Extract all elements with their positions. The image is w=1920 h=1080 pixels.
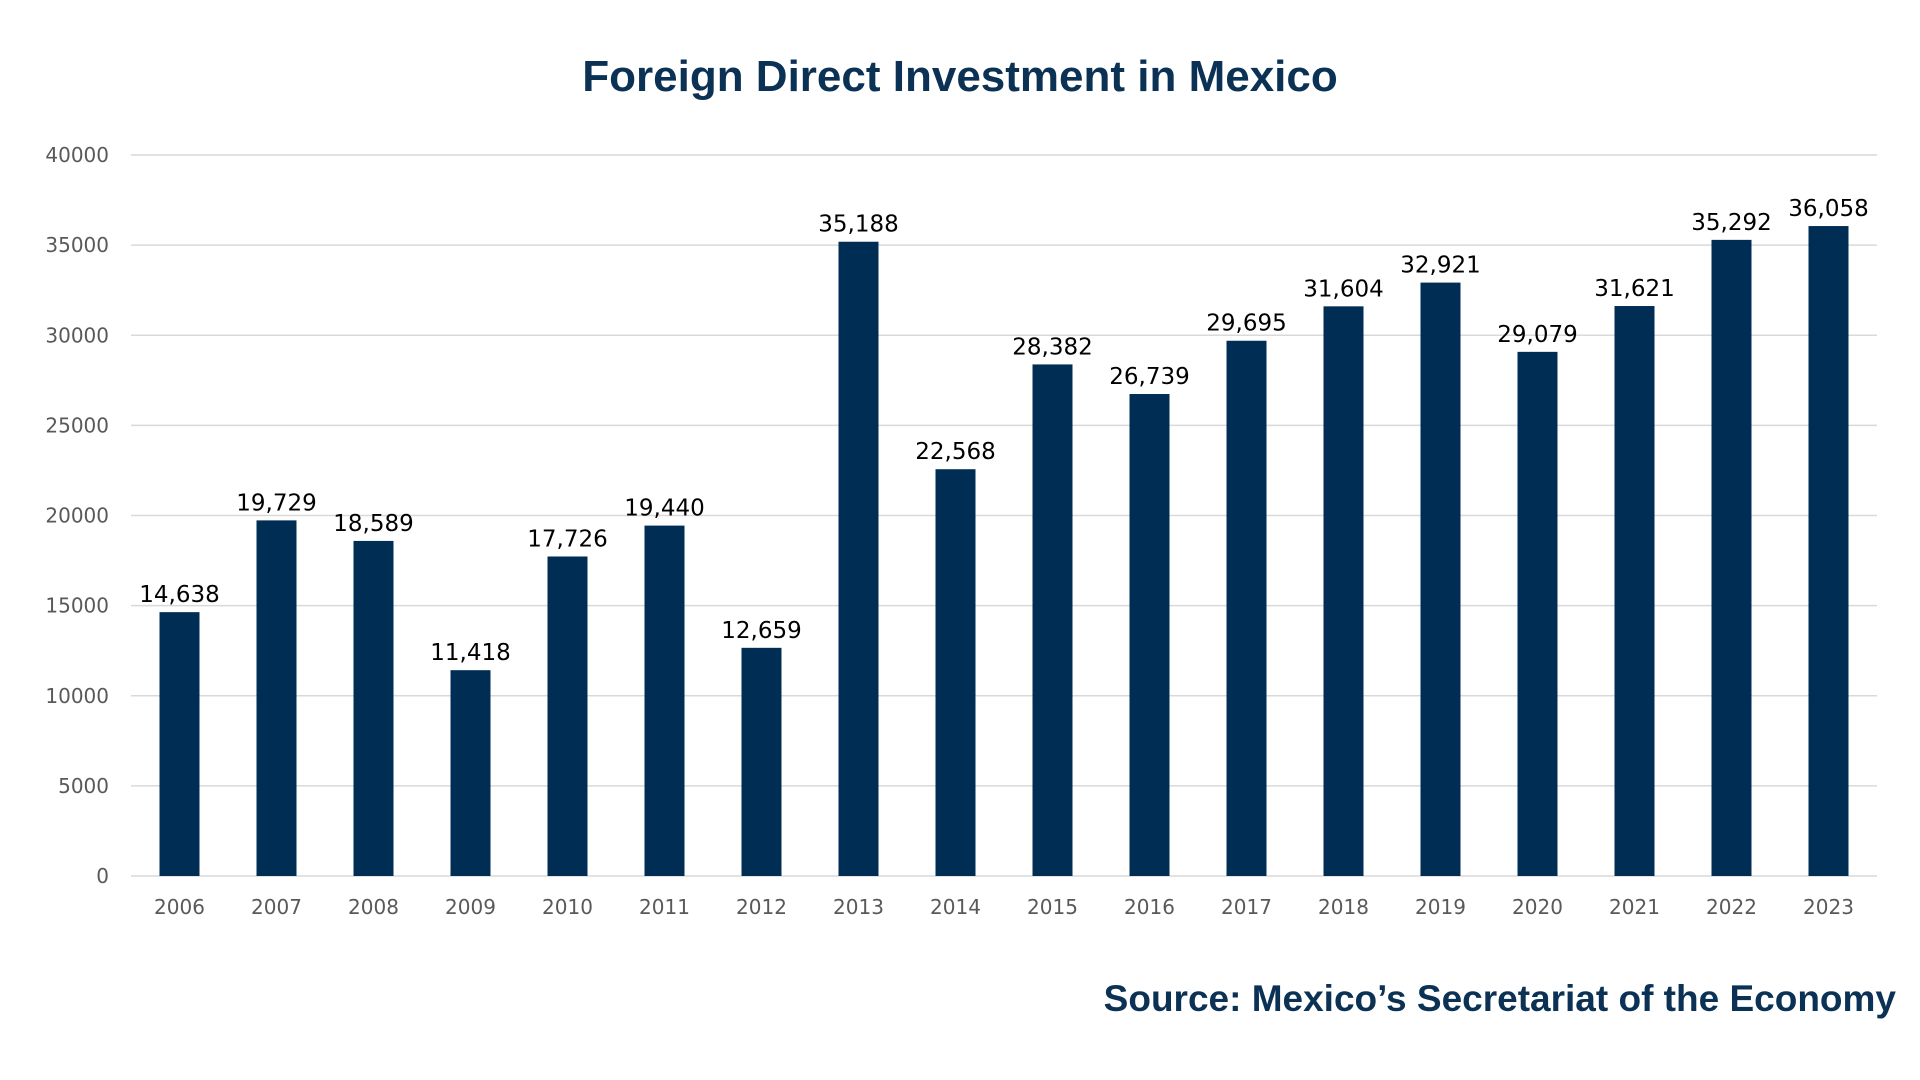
data-label-2009: 11,418 <box>430 640 510 666</box>
x-tick-label-2019: 2019 <box>1415 895 1466 919</box>
x-tick-label-2008: 2008 <box>348 895 399 919</box>
x-tick-label-2010: 2010 <box>542 895 593 919</box>
bar-2009 <box>450 670 491 876</box>
x-tick-label-2020: 2020 <box>1512 895 1563 919</box>
data-label-2007: 19,729 <box>236 490 316 516</box>
y-tick-label: 25000 <box>45 413 109 437</box>
data-label-2016: 26,739 <box>1109 364 1189 390</box>
data-label-2023: 36,058 <box>1788 196 1868 222</box>
bar-2008 <box>353 540 394 876</box>
x-tick-label-2012: 2012 <box>736 895 787 919</box>
data-label-2015: 28,382 <box>1012 334 1092 360</box>
bar-2013 <box>838 241 879 876</box>
data-label-2012: 12,659 <box>721 618 801 644</box>
bar-2015 <box>1032 364 1073 876</box>
x-tick-label-2021: 2021 <box>1609 895 1660 919</box>
y-tick-label: 20000 <box>45 504 109 528</box>
y-tick-label: 15000 <box>45 594 109 618</box>
bar-2011 <box>644 525 685 876</box>
source-note: Source: Mexico’s Secretariat of the Econ… <box>1103 978 1896 1019</box>
y-tick-label: 30000 <box>45 323 109 347</box>
x-tick-label-2022: 2022 <box>1706 895 1757 919</box>
bar-2022 <box>1711 239 1752 876</box>
y-tick-label: 0 <box>96 864 109 888</box>
x-tick-label-2013: 2013 <box>833 895 884 919</box>
x-tick-label-2016: 2016 <box>1124 895 1175 919</box>
bar-2006 <box>159 612 200 876</box>
data-label-2020: 29,079 <box>1497 322 1577 348</box>
data-label-2008: 18,589 <box>333 511 413 537</box>
data-label-2018: 31,604 <box>1303 276 1383 302</box>
bar-2007 <box>256 520 297 876</box>
data-label-2010: 17,726 <box>527 526 607 552</box>
y-tick-label: 40000 <box>45 143 109 167</box>
chart-title: Foreign Direct Investment in Mexico <box>582 52 1338 101</box>
bar-2021 <box>1614 306 1655 876</box>
data-label-2021: 31,621 <box>1594 276 1674 302</box>
y-tick-label: 35000 <box>45 233 109 257</box>
bar-2019 <box>1420 282 1461 876</box>
y-tick-label: 5000 <box>58 774 109 798</box>
bar-2010 <box>547 556 588 876</box>
x-tick-label-2011: 2011 <box>639 895 690 919</box>
x-tick-label-2009: 2009 <box>445 895 496 919</box>
data-label-2017: 29,695 <box>1206 311 1286 337</box>
bar-2017 <box>1226 340 1267 876</box>
data-label-2014: 22,568 <box>915 439 995 465</box>
x-tick-label-2023: 2023 <box>1803 895 1854 919</box>
x-axis-ticks: 2006 2007 2008 2009 2010 2011 2012 2013 2014 2015… <box>154 895 1854 919</box>
x-tick-label-2007: 2007 <box>251 895 302 919</box>
data-label-2011: 19,440 <box>624 496 704 522</box>
data-label-2013: 35,188 <box>818 212 898 238</box>
data-labels: 14,638 19,729 18,589 11,418 17,726 19,440 12,6… <box>139 196 1868 666</box>
bar-2016 <box>1129 394 1170 876</box>
data-label-2019: 32,921 <box>1400 253 1480 279</box>
bars <box>159 226 1849 876</box>
x-tick-label-2017: 2017 <box>1221 895 1272 919</box>
y-tick-label: 10000 <box>45 684 109 708</box>
x-tick-label-2018: 2018 <box>1318 895 1369 919</box>
bar-2018 <box>1323 306 1364 876</box>
data-label-2006: 14,638 <box>139 582 219 608</box>
bar-2023 <box>1808 226 1849 876</box>
x-tick-label-2006: 2006 <box>154 895 205 919</box>
data-label-2022: 35,292 <box>1691 210 1771 236</box>
x-tick-label-2015: 2015 <box>1027 895 1078 919</box>
bar-2020 <box>1517 351 1558 876</box>
bar-2014 <box>935 469 976 876</box>
bar-2012 <box>741 647 782 876</box>
x-tick-label-2014: 2014 <box>930 895 981 919</box>
gridlines <box>131 154 1877 877</box>
y-axis-ticks: 0 5000 10000 15000 20000 25000 30000 35000 40000 <box>45 143 109 888</box>
